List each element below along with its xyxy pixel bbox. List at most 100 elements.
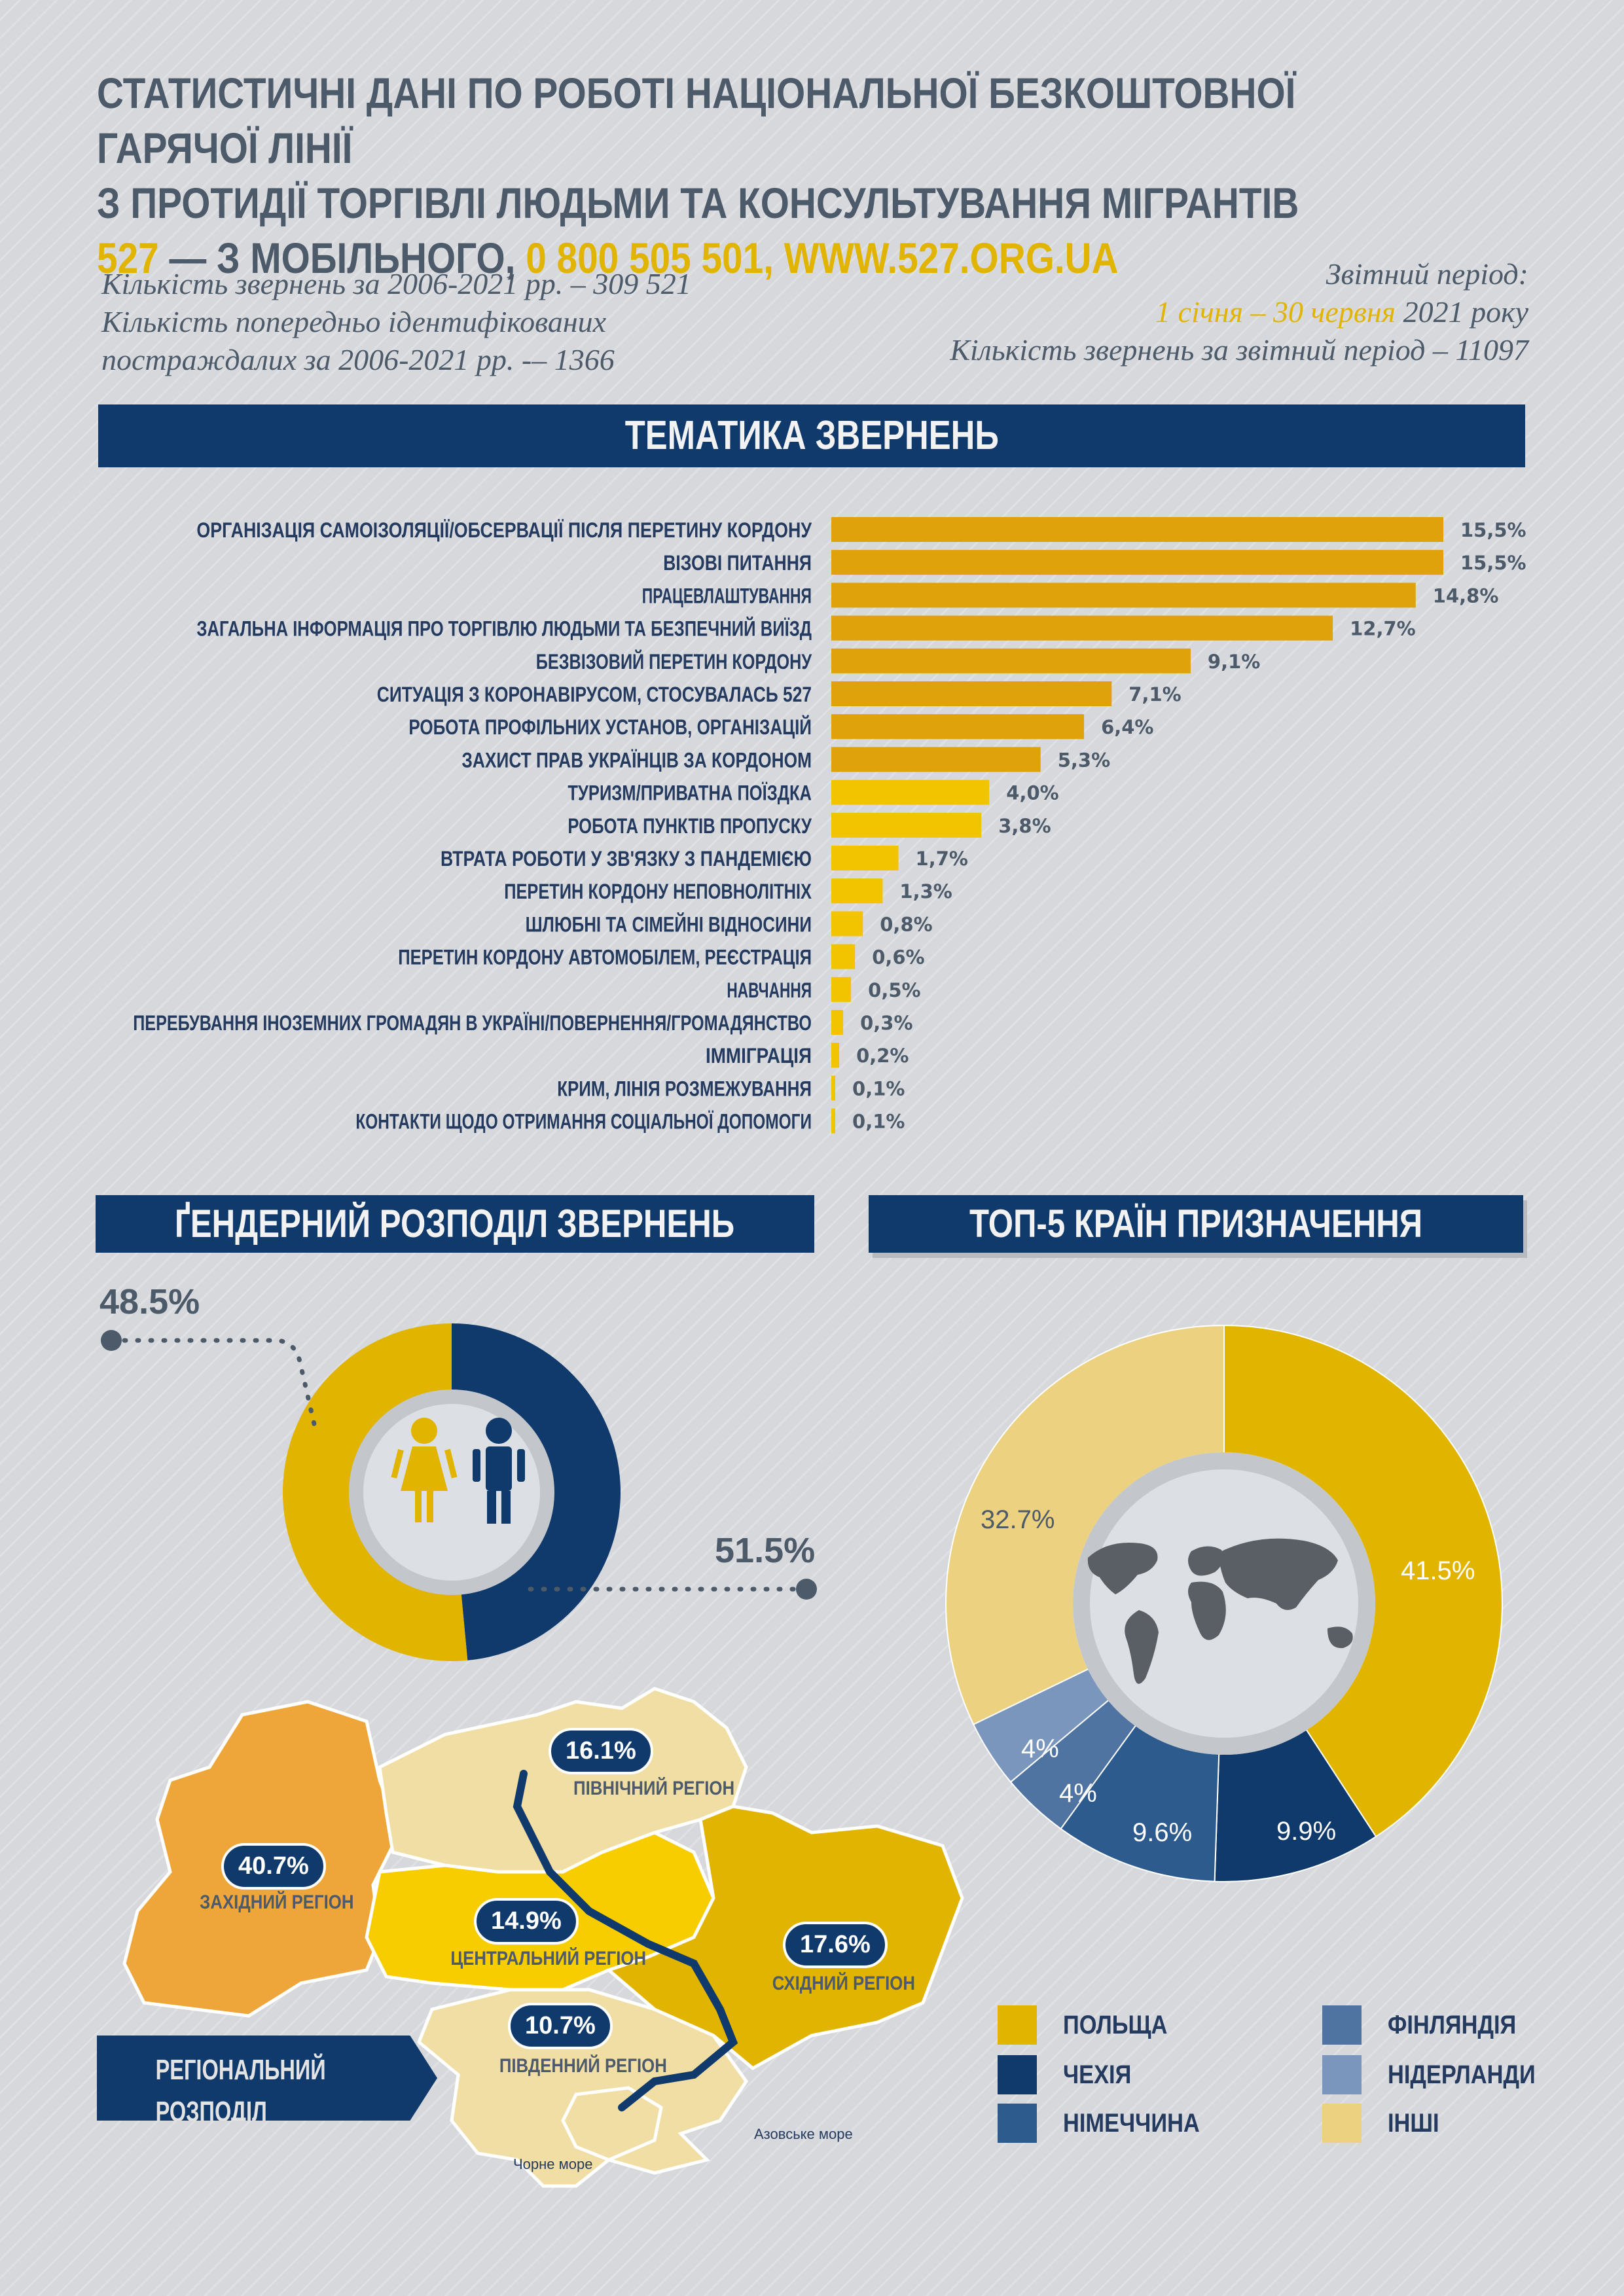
topic-bar <box>831 1043 840 1068</box>
topic-bar <box>831 1010 844 1035</box>
topic-bar <box>831 550 1443 575</box>
gender-female-pct: 48.5% <box>99 1282 200 1321</box>
period-year: 2021 року <box>1396 295 1528 329</box>
topic-label: НАВЧАННЯ <box>727 978 812 1002</box>
legend-czech: ЧЕХІЯ <box>998 2055 1142 2094</box>
topic-label: ПЕРЕТИН КОРДОНУ АВТОМОБІЛЕМ, РЕЄСТРАЦІЯ <box>398 946 812 969</box>
topic-bar <box>831 911 863 937</box>
region-south-pct: 10.7% <box>508 2003 613 2049</box>
crimea-shape <box>561 2086 663 2162</box>
man-icon <box>473 1418 525 1524</box>
topic-label: ТУРИЗМ/ПРИВАТНА ПОЇЗДКА <box>568 781 812 805</box>
legend-label-czech: ЧЕХІЯ <box>1063 2060 1132 2089</box>
topic-label: ВТРАТА РОБОТИ У ЗВ'ЯЗКУ З ПАНДЕМІЄЮ <box>441 847 812 870</box>
legend-swatch-finland <box>1322 2005 1362 2045</box>
region-north-pct: 16.1% <box>549 1728 653 1774</box>
woman-icon <box>391 1418 458 1522</box>
intro-victims: постраждалих за 2006-2021 рр. -– 1366 <box>101 343 615 376</box>
region-west-name: ЗАХІДНИЙ РЕГІОН <box>200 1892 354 1913</box>
regional-tag: РЕГІОНАЛЬНИЙ РОЗПОДІЛ ЗВЕРНЕНЬ <box>97 2036 437 2121</box>
topic-bar <box>831 977 852 1002</box>
topic-label: ЗАХИСТ ПРАВ УКРАЇНЦІВ ЗА КОРДОНОМ <box>461 748 812 772</box>
topic-bar <box>831 747 1041 772</box>
legend-swatch-netherlands <box>1322 2055 1362 2094</box>
topic-value-label: 4,0% <box>1006 782 1058 804</box>
topic-value-label: 0,5% <box>868 979 920 1001</box>
gender-slice <box>283 1323 468 1661</box>
legend-label-germany: НІМЕЧЧИНА <box>1063 2108 1200 2138</box>
countries-header: ТОП-5 КРАЇН ПРИЗНАЧЕННЯ <box>869 1195 1523 1253</box>
topic-value-label: 15,5% <box>1460 519 1526 541</box>
azov-sea-label: Азовське море <box>754 2126 853 2142</box>
region-central-name: ЦЕНТРАЛЬНИЙ РЕГІОН <box>450 1948 647 1969</box>
topics-header-label: ТЕМАТИКА ЗВЕРНЕНЬ <box>624 413 999 458</box>
legend-swatch-poland <box>998 2005 1037 2045</box>
period-label: Звітний період: <box>1326 257 1528 291</box>
topic-bar <box>831 1108 836 1134</box>
hotline-phone: 0 800 505 501, WWW.527.ORG.UA <box>526 234 1119 282</box>
title-line-2: З ПРОТИДІЇ ТОРГІВЛІ ЛЮДЬМИ ТА КОНСУЛЬТУВ… <box>97 179 1299 227</box>
country-label-czech: 9.9% <box>1276 1817 1337 1846</box>
topic-label: КОНТАКТИ ЩОДО ОТРИМАННЯ СОЦІАЛЬНОЇ ДОПОМ… <box>355 1110 812 1134</box>
gender-donut-ring <box>349 1390 554 1595</box>
legend-germany: НІМЕЧЧИНА <box>998 2104 1222 2143</box>
hotline-mobile-text: — З МОБІЛЬНОГО, <box>158 234 526 282</box>
gender-header-label: ҐЕНДЕРНИЙ РОЗПОДІЛ ЗВЕРНЕНЬ <box>175 1202 735 1246</box>
countries-donut-ring <box>1073 1452 1375 1755</box>
region-north-name: ПІВНІЧНИЙ РЕГІОН <box>573 1778 735 1799</box>
title-line-1: СТАТИСТИЧНІ ДАНІ ПО РОБОТІ НАЦІОНАЛЬНОЇ … <box>97 69 1296 172</box>
topic-bar <box>831 615 1333 641</box>
period-dates: 1 січня – 30 червня 2021 року <box>785 293 1528 331</box>
country-label-poland: 41.5% <box>1401 1556 1475 1585</box>
topic-label: ПЕРЕБУВАННЯ ІНОЗЕМНИХ ГРОМАДЯН В УКРАЇНІ… <box>133 1011 812 1035</box>
country-label-other: 32.7% <box>981 1505 1055 1534</box>
regional-tag-line1: РЕГІОНАЛЬНИЙ <box>155 2054 326 2086</box>
topic-bar <box>831 583 1416 608</box>
topic-bar <box>831 517 1443 542</box>
period-range: 1 січня – 30 червня <box>1155 295 1396 329</box>
region-east-pct: 17.6% <box>783 1922 888 1968</box>
topic-label: ВІЗОВІ ПИТАННЯ <box>663 551 812 575</box>
topic-value-label: 6,4% <box>1101 716 1153 738</box>
topic-value-label: 5,3% <box>1058 749 1110 771</box>
intro-total-calls: Кількість звернень за 2006-2021 рр. – 30… <box>101 267 691 300</box>
legend-finland: ФІНЛЯНДІЯ <box>1322 2005 1537 2045</box>
topic-label: ШЛЮБНІ ТА СІМЕЙНІ ВІДНОСИНИ <box>526 912 812 936</box>
topic-bar <box>831 846 899 870</box>
gender-header: ҐЕНДЕРНИЙ РОЗПОДІЛ ЗВЕРНЕНЬ <box>96 1195 814 1253</box>
topic-value-label: 12,7% <box>1350 618 1416 640</box>
topic-label: ПРАЦЕВЛАШТУВАННЯ <box>642 584 812 607</box>
topic-label: ПЕРЕТИН КОРДОНУ НЕПОВНОЛІТНІХ <box>504 880 812 903</box>
topic-bar <box>831 944 856 969</box>
countries-header-label: ТОП-5 КРАЇН ПРИЗНАЧЕННЯ <box>969 1202 1423 1246</box>
legend-other: ІНШІ <box>1322 2104 1447 2143</box>
title-line-3: 527 — З МОБІЛЬНОГО, 0 800 505 501, WWW.5… <box>97 230 1335 285</box>
period-calls: Кількість звернень за звітний період – 1… <box>950 333 1528 367</box>
world-map-icon <box>1087 1538 1353 1684</box>
topic-value-label: 9,1% <box>1208 651 1260 673</box>
topic-bar <box>831 681 1112 706</box>
topic-value-label: 0,8% <box>880 913 932 935</box>
topic-bar <box>831 714 1085 740</box>
topic-value-label: 0,6% <box>872 946 924 969</box>
region-central-pct: 14.9% <box>474 1898 579 1945</box>
legend-swatch-other <box>1322 2104 1362 2143</box>
topic-bar <box>831 648 1191 673</box>
topic-label: ЗАГАЛЬНА ІНФОРМАЦІЯ ПРО ТОРГІВЛЮ ЛЮДЬМИ … <box>196 617 812 641</box>
topic-label: БЕЗВІЗОВИЙ ПЕРЕТИН КОРДОНУ <box>536 650 812 673</box>
topics-chart: ОРГАНІЗАЦІЯ САМОІЗОЛЯЦІЇ/ОБСЕРВАЦІЇ ПІСЛ… <box>133 517 1526 1134</box>
legend-label-other: ІНШІ <box>1388 2108 1439 2138</box>
legend-poland: ПОЛЬЩА <box>998 2005 1184 2045</box>
region-east-name: СХІДНИЙ РЕГІОН <box>772 1973 915 1994</box>
country-label-finland: 4% <box>1059 1779 1097 1808</box>
intro-left: Кількість звернень за 2006-2021 рр. – 30… <box>101 265 887 379</box>
topic-value-label: 14,8% <box>1433 584 1499 607</box>
topic-label: СИТУАЦІЯ З КОРОНАВІРУСОМ, СТОСУВАЛАСЬ 52… <box>377 683 812 706</box>
topics-header: ТЕМАТИКА ЗВЕРНЕНЬ <box>98 404 1525 467</box>
topic-label: ОРГАНІЗАЦІЯ САМОІЗОЛЯЦІЇ/ОБСЕРВАЦІЇ ПІСЛ… <box>196 518 812 542</box>
country-label-netherlands: 4% <box>1021 1734 1059 1763</box>
region-west-pct: 40.7% <box>221 1843 326 1890</box>
legend-label-finland: ФІНЛЯНДІЯ <box>1388 2010 1517 2039</box>
topic-label: РОБОТА ПУНКТІВ ПРОПУСКУ <box>568 814 812 838</box>
